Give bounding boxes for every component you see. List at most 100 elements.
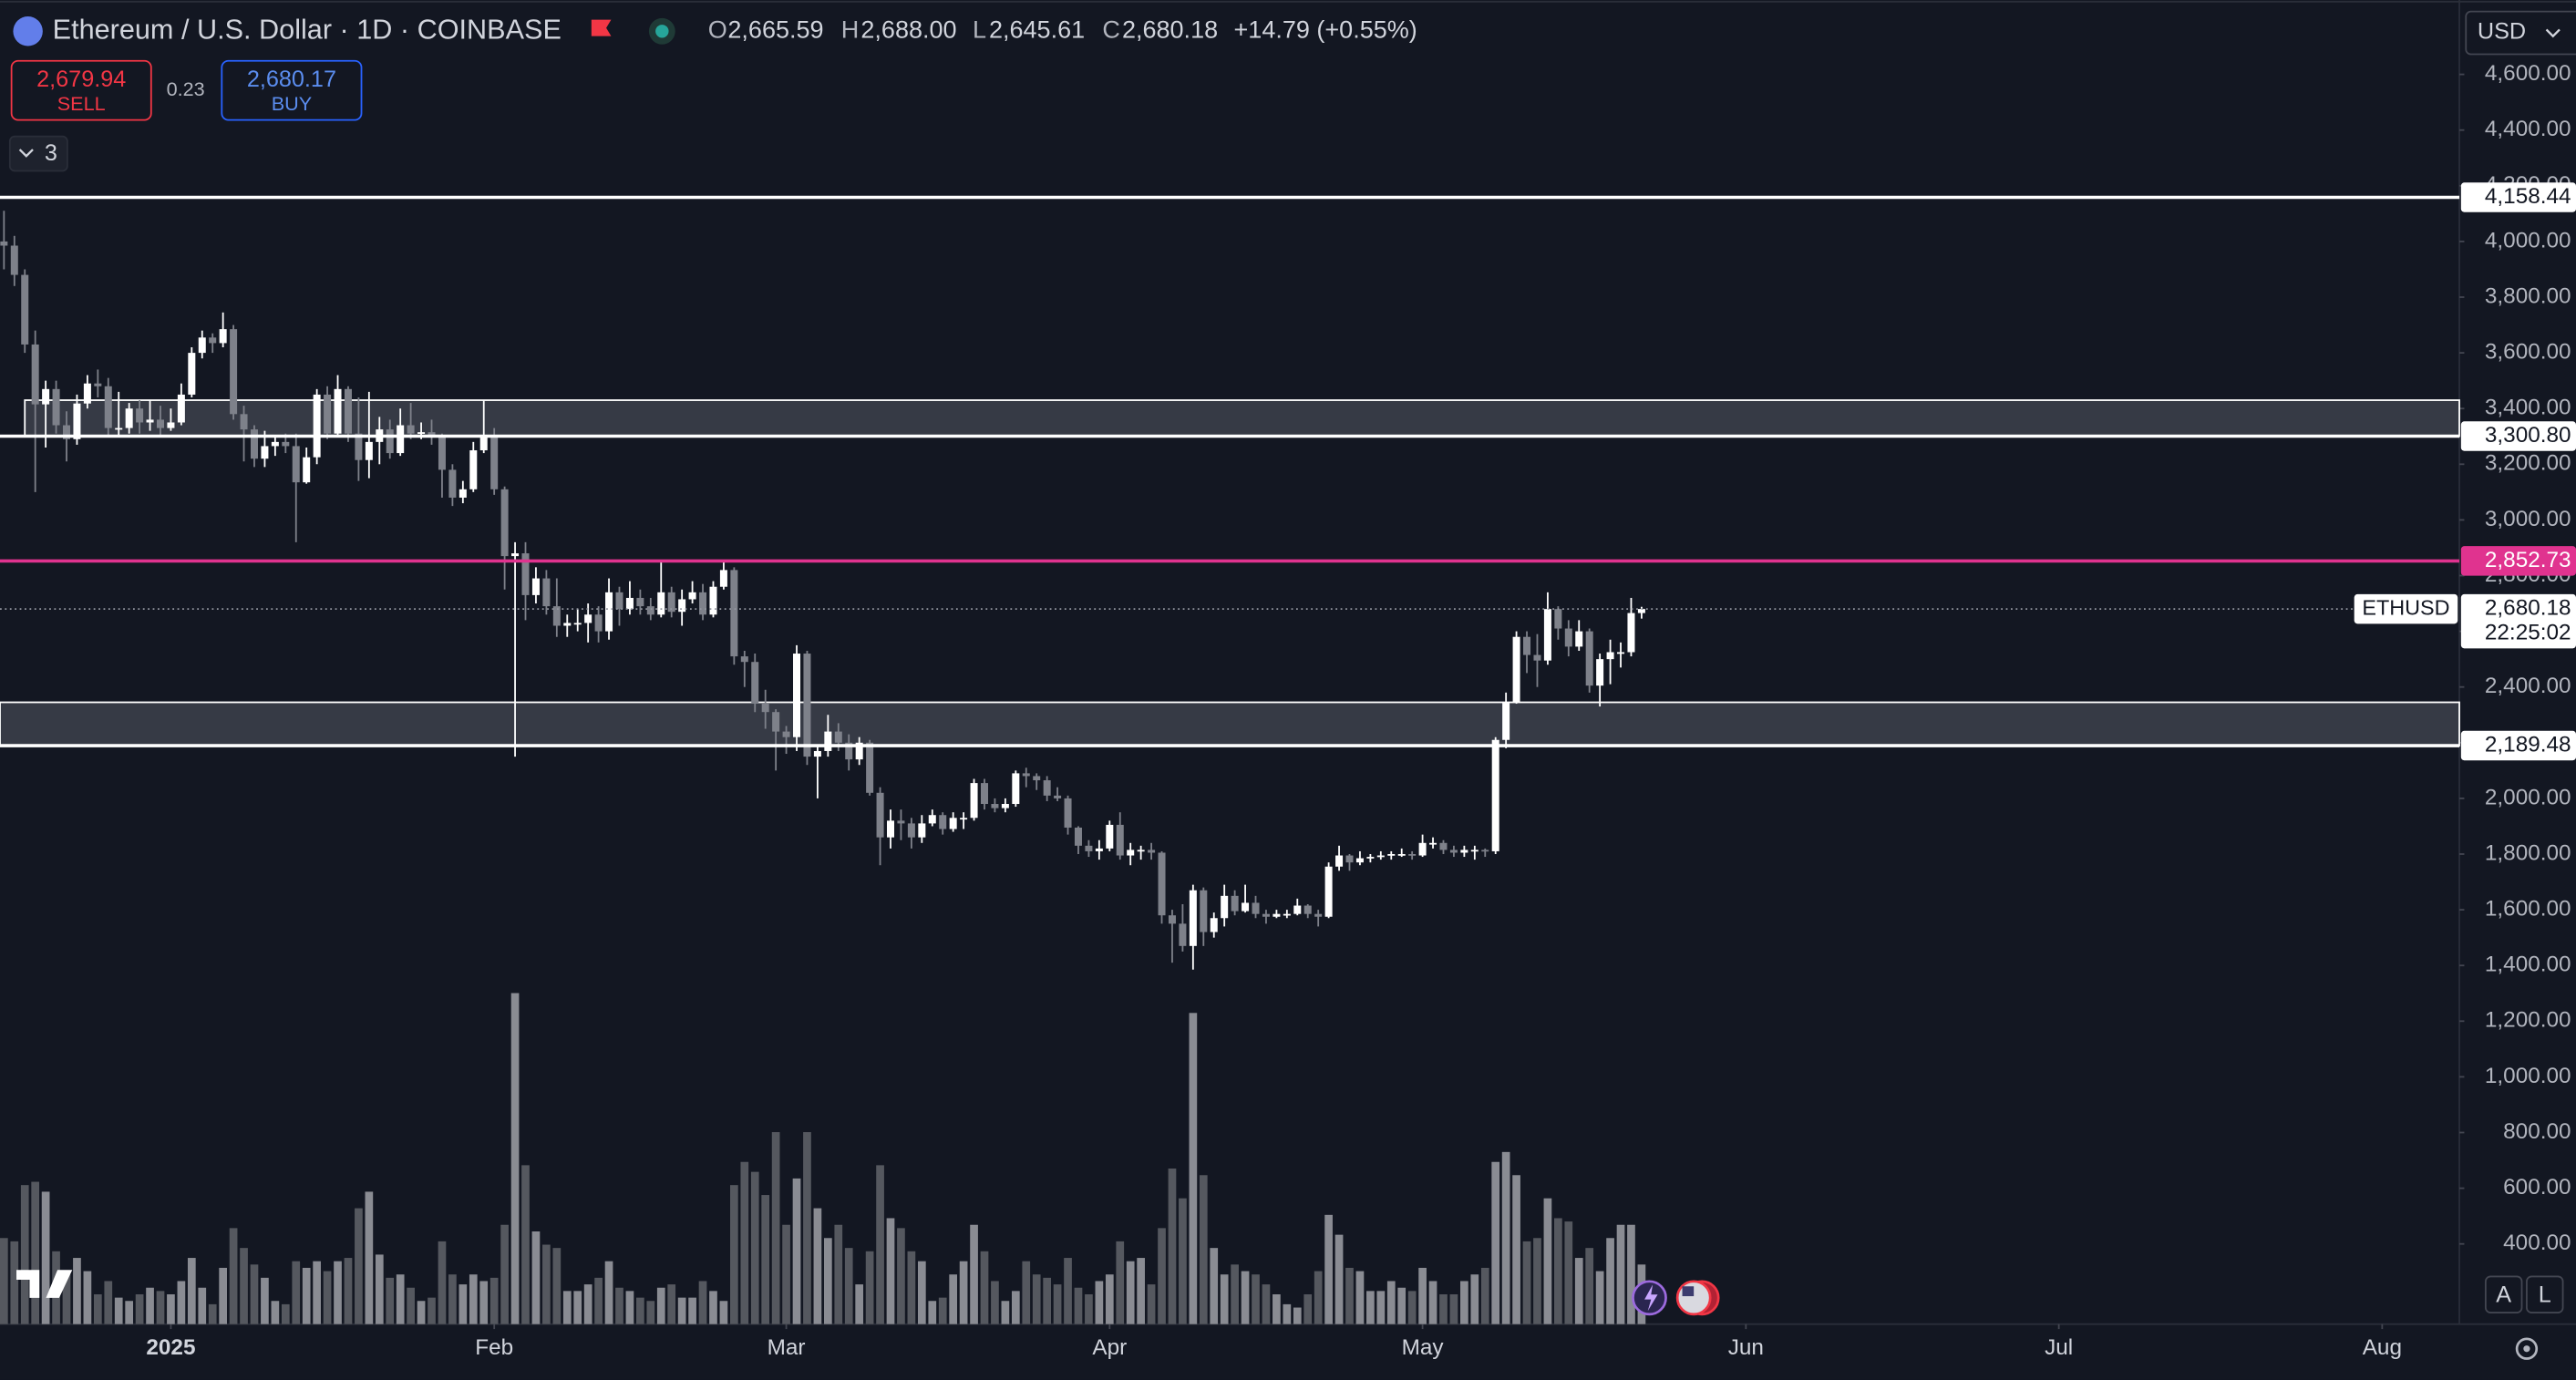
candle-body	[688, 592, 696, 600]
candle-body	[1523, 636, 1531, 655]
volume-bar	[656, 1287, 665, 1324]
volume-bar	[0, 1238, 8, 1324]
volume-bar	[792, 1178, 801, 1324]
candle-body	[271, 441, 279, 447]
symbol-label-box	[2354, 593, 2458, 624]
volume-bar	[750, 1171, 759, 1324]
volume-bar	[292, 1261, 301, 1324]
currency-select[interactable]	[2465, 10, 2576, 56]
sell-price: 2,679.94	[36, 67, 126, 92]
volume-bar	[636, 1297, 644, 1324]
volume-bar	[1574, 1258, 1583, 1324]
price-label-box	[2460, 730, 2576, 761]
flag-icon[interactable]	[591, 19, 612, 36]
volume-bar	[428, 1297, 436, 1324]
candle-body	[1033, 776, 1041, 781]
volume-bar	[114, 1297, 123, 1324]
volume-bar	[386, 1277, 395, 1324]
candle-body	[1314, 913, 1323, 917]
candle-body	[1127, 850, 1135, 856]
x-tick-label: Mar	[768, 1335, 806, 1360]
volume-bar	[1616, 1224, 1625, 1324]
volume-bar	[552, 1248, 562, 1324]
candle-body	[531, 578, 540, 595]
candle-body	[83, 383, 91, 404]
candle-body	[10, 245, 18, 275]
volume-bar	[323, 1271, 332, 1324]
x-tick-label: May	[1402, 1335, 1445, 1360]
volume-bar	[334, 1261, 342, 1324]
candle-body	[678, 599, 686, 613]
volume-bar	[1011, 1291, 1020, 1324]
y-tick-label: 4,600.00	[2485, 61, 2571, 86]
currency: USD	[2478, 19, 2526, 45]
volume-bar	[1606, 1238, 1614, 1324]
plot: 400.00 600.00 800.00 1,000.00 1,200.00 1,400.…	[0, 61, 2576, 1360]
volume-bar	[489, 1277, 499, 1324]
candle-body	[334, 388, 342, 434]
volume-bar	[740, 1161, 749, 1324]
volume-bar	[542, 1244, 551, 1324]
candle-body	[417, 432, 426, 434]
candle-body	[1242, 902, 1250, 911]
volume-bar	[1480, 1267, 1489, 1324]
volume-bar	[1554, 1218, 1562, 1324]
volume-bar	[1199, 1175, 1208, 1324]
volume-bar	[719, 1301, 728, 1324]
candle-body	[344, 388, 352, 434]
volume-bar	[250, 1264, 259, 1324]
volume-bar	[1512, 1175, 1520, 1324]
candle-body	[699, 592, 707, 615]
candle-body	[657, 592, 665, 615]
log-scale-button[interactable]	[2526, 1275, 2564, 1313]
volume-bar	[1366, 1291, 1375, 1324]
ohlc-value: 2,680.18	[1122, 15, 1218, 43]
volume-bar	[1064, 1258, 1072, 1324]
candle-body	[386, 429, 394, 454]
candle-body	[198, 337, 206, 354]
volume-bar	[1627, 1224, 1635, 1324]
candle-body	[866, 742, 874, 793]
candle-body	[1470, 850, 1479, 852]
volume-bar	[1262, 1284, 1271, 1324]
candle-body	[1116, 824, 1124, 856]
candle-body	[625, 597, 634, 610]
auto-scale-button[interactable]	[2484, 1275, 2523, 1313]
symbol-title[interactable]: Ethereum / U.S. Dollar · 1D · COINBASE	[53, 14, 562, 45]
candle-body	[500, 489, 509, 557]
candle-body	[1001, 804, 1009, 808]
buy-button[interactable]	[221, 59, 363, 121]
volume-bar	[1386, 1281, 1396, 1324]
candle-body	[563, 623, 572, 626]
volume-bar	[261, 1277, 269, 1324]
volume-bar	[344, 1258, 353, 1324]
settings-icon[interactable]	[2515, 1337, 2539, 1360]
price-label-box	[2460, 182, 2576, 212]
volume-bar	[302, 1267, 311, 1324]
volume-bar	[93, 1294, 102, 1324]
indicators-toggle[interactable]	[8, 135, 68, 172]
volume-bar	[928, 1301, 937, 1324]
volume-bar	[1283, 1303, 1292, 1324]
sell-button[interactable]	[10, 59, 152, 121]
candle-body	[1418, 842, 1427, 856]
candle-body	[876, 792, 884, 838]
candle-body	[1085, 845, 1093, 851]
volume-bar	[1022, 1261, 1031, 1324]
volume-bar	[521, 1165, 530, 1324]
candle-body	[282, 441, 290, 447]
candle-body	[469, 450, 478, 489]
volume-bar	[1126, 1261, 1135, 1324]
y-tick-label: 400.00	[2503, 1231, 2571, 1255]
y-tick-label: 3,400.00	[2485, 396, 2571, 420]
candle-body	[1283, 913, 1291, 916]
candle-body	[31, 344, 39, 405]
candle-body	[104, 386, 112, 428]
ohlc-value: 2,645.61	[989, 15, 1085, 43]
volume-bar	[1116, 1241, 1125, 1324]
volume-bar	[594, 1277, 603, 1324]
volume-bar	[1189, 1013, 1198, 1324]
volume-bar	[698, 1281, 707, 1324]
button-label: A	[2496, 1282, 2511, 1308]
volume-bar	[531, 1231, 541, 1324]
